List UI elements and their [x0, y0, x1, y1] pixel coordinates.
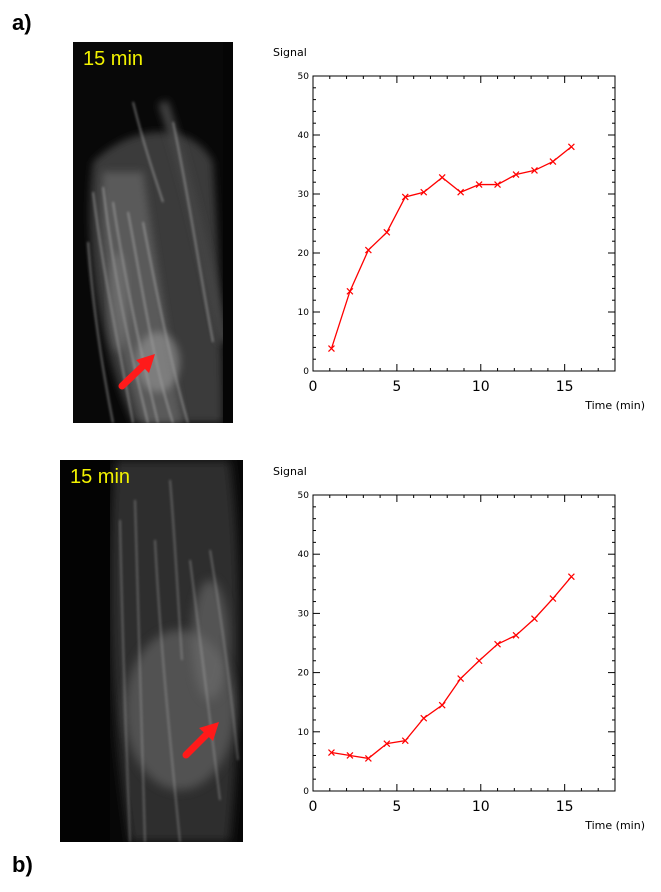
data-point — [567, 143, 575, 151]
x-tick-label: 10 — [472, 379, 490, 395]
y-tick-label: 10 — [298, 308, 310, 318]
data-point — [401, 193, 409, 201]
panel-label-a: a) — [12, 10, 32, 35]
x-tick-label: 15 — [556, 379, 574, 395]
mri-time-label: 15 min — [70, 466, 131, 488]
data-point — [494, 181, 501, 188]
mri-image-a: 15 min — [73, 42, 233, 423]
y-tick-label: 50 — [298, 72, 310, 82]
series-line — [330, 146, 572, 349]
x-tick-label: 0 — [309, 379, 318, 395]
x-axis-label: Time (min) — [584, 399, 645, 412]
data-point — [457, 188, 465, 196]
mri-time-label: 15 min — [83, 48, 144, 70]
data-point — [438, 174, 446, 181]
red-arrow-icon — [182, 722, 219, 759]
x-tick-label: 5 — [392, 379, 401, 395]
y-tick-label: 40 — [298, 131, 310, 141]
y-tick-label: 30 — [298, 190, 310, 200]
y-tick-label: 20 — [298, 249, 310, 259]
y-tick-label: 0 — [303, 367, 309, 377]
data-point — [364, 246, 372, 254]
plot-frame — [312, 75, 616, 372]
data-point — [549, 158, 557, 165]
data-point — [420, 188, 428, 196]
red-arrow-icon — [118, 354, 155, 390]
panel-label-b: b) — [12, 852, 33, 877]
data-point — [328, 345, 335, 353]
data-point — [346, 287, 354, 295]
data-point — [475, 181, 483, 188]
data-point — [383, 228, 391, 236]
data-point — [531, 166, 538, 174]
mri-image-b: 15 min — [60, 460, 243, 842]
y-axis-label: Signal — [273, 46, 307, 59]
data-point — [512, 171, 520, 178]
